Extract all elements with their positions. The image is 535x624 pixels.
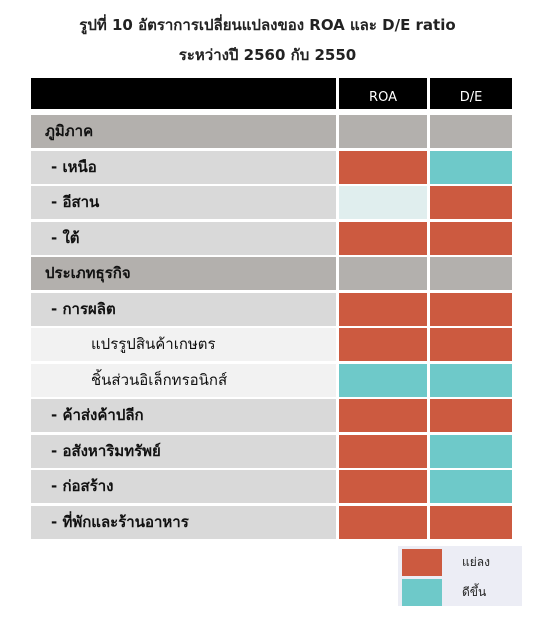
row-label: แปรรูปสินค้าเกษตร (31, 328, 336, 361)
table-row: ประเภทธุรกิจ (31, 257, 512, 290)
header-label-cell (31, 78, 336, 109)
de-cell-worse (430, 222, 512, 255)
de-cell-worse (430, 506, 512, 539)
roa-cell-unchanged (339, 186, 427, 219)
row-label: ชิ้นส่วนอิเล็กทรอนิกส์ (31, 364, 336, 397)
de-cell-better (430, 151, 512, 184)
header-roa: ROA (339, 78, 427, 109)
table-header-row: ROA D/E (31, 78, 512, 109)
row-label: - เหนือ (31, 151, 336, 184)
table-row: - เหนือ (31, 151, 512, 184)
de-cell-worse (430, 186, 512, 219)
row-label: - ที่พักและร้านอาหาร (31, 506, 336, 539)
row-label: ภูมิภาค (31, 115, 336, 148)
row-label: - ค้าส่งค้าปลีก (31, 399, 336, 432)
table-row: - ค้าส่งค้าปลีก (31, 399, 512, 432)
table-row: แปรรูปสินค้าเกษตร (31, 328, 512, 361)
roa-cell-category (339, 115, 427, 148)
roa-cell-worse (339, 470, 427, 503)
row-label: - การผลิต (31, 293, 336, 326)
de-cell-worse (430, 328, 512, 361)
table-row: - ใต้ (31, 222, 512, 255)
roa-cell-worse (339, 293, 427, 326)
table-row: - ก่อสร้าง (31, 470, 512, 503)
legend-swatch-better (402, 579, 442, 606)
de-cell-worse (430, 293, 512, 326)
roa-cell-worse (339, 506, 427, 539)
de-cell-better (430, 470, 512, 503)
roa-cell-worse (339, 399, 427, 432)
roa-cell-worse (339, 435, 427, 468)
roa-cell-worse (339, 328, 427, 361)
legend-swatch-worse (402, 549, 442, 576)
row-label: - ใต้ (31, 222, 336, 255)
de-cell-category (430, 257, 512, 290)
table-row: ชิ้นส่วนอิเล็กทรอนิกส์ (31, 364, 512, 397)
legend: แย่ลง ดีขึ้น (398, 546, 522, 606)
table-row: - อสังหาริมทรัพย์ (31, 435, 512, 468)
legend-label-worse: แย่ลง (462, 555, 490, 569)
de-cell-better (430, 435, 512, 468)
table-row: - การผลิต (31, 293, 512, 326)
roa-cell-better (339, 364, 427, 397)
row-label: ประเภทธุรกิจ (31, 257, 336, 290)
header-de: D/E (430, 78, 512, 109)
row-label: - อีสาน (31, 186, 336, 219)
de-cell-worse (430, 399, 512, 432)
table-row: - อีสาน (31, 186, 512, 219)
legend-label-better: ดีขึ้น (462, 585, 487, 599)
row-label: - อสังหาริมทรัพย์ (31, 435, 336, 468)
de-cell-better (430, 364, 512, 397)
table-row: - ที่พักและร้านอาหาร (31, 506, 512, 539)
roa-cell-worse (339, 222, 427, 255)
figure-title-line2: ระหว่างปี 2560 กับ 2550 (178, 46, 357, 64)
row-label: - ก่อสร้าง (31, 470, 336, 503)
figure-title-line1: รูปที่ 10 อัตราการเปลี่ยนแปลงของ ROA และ… (79, 16, 456, 34)
de-cell-category (430, 115, 512, 148)
table-row: ภูมิภาค (31, 115, 512, 148)
roa-cell-category (339, 257, 427, 290)
roa-cell-worse (339, 151, 427, 184)
